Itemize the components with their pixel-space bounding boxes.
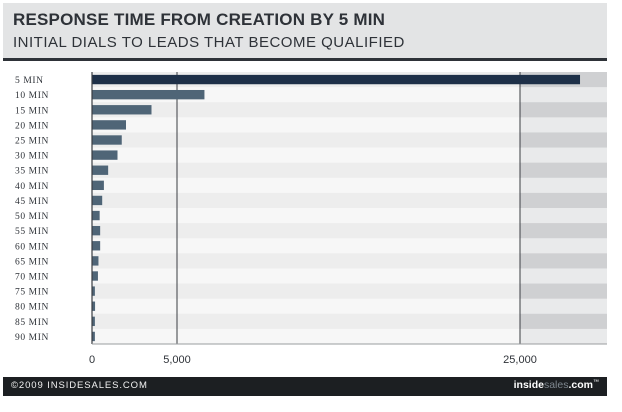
row-band bbox=[92, 177, 607, 193]
category-label: 85 MIN bbox=[15, 318, 49, 328]
category-label: 30 MIN bbox=[15, 152, 49, 162]
row-band bbox=[92, 147, 607, 163]
bar-40-min bbox=[92, 180, 104, 191]
category-label: 45 MIN bbox=[15, 197, 49, 207]
bar-75-min bbox=[92, 286, 95, 296]
row-band bbox=[92, 87, 607, 103]
category-label: 50 MIN bbox=[15, 212, 49, 222]
category-label: 65 MIN bbox=[15, 257, 49, 267]
category-label: 20 MIN bbox=[15, 121, 49, 131]
category-label: 10 MIN bbox=[15, 91, 49, 101]
row-band bbox=[92, 117, 607, 133]
chart-footer: ©2009 INSIDESALES.COM insidesales.com™ bbox=[3, 377, 607, 396]
category-label: 55 MIN bbox=[15, 227, 49, 237]
category-label: 75 MIN bbox=[15, 288, 49, 298]
bar-50-min bbox=[92, 210, 100, 221]
category-label: 90 MIN bbox=[15, 333, 49, 343]
header-divider bbox=[3, 58, 607, 61]
chart-title: RESPONSE TIME FROM CREATION BY 5 MIN bbox=[13, 10, 386, 29]
bar-30-min bbox=[92, 150, 118, 160]
x-tick-label: 0 bbox=[89, 354, 95, 366]
chart-header: RESPONSE TIME FROM CREATION BY 5 MIN INI… bbox=[3, 3, 607, 58]
bar-10-min bbox=[92, 89, 205, 100]
brand-suffix: .com bbox=[568, 379, 593, 391]
category-label: 70 MIN bbox=[15, 273, 49, 283]
trademark-mark: ™ bbox=[593, 379, 599, 386]
bar-15-min bbox=[92, 105, 152, 115]
bar-85-min bbox=[92, 316, 95, 327]
copyright-text: ©2009 INSIDESALES.COM bbox=[11, 380, 148, 391]
bar-80-min bbox=[92, 301, 96, 311]
row-band bbox=[92, 298, 607, 314]
row-band bbox=[92, 208, 607, 224]
brand-logo: insidesales.com™ bbox=[514, 379, 599, 391]
category-label: 15 MIN bbox=[15, 106, 49, 116]
category-label: 80 MIN bbox=[15, 303, 49, 313]
brand-prefix: inside bbox=[513, 379, 544, 391]
bar-chart: 5 MIN 10 MIN 15 MIN 20 MIN 25 MIN 30 MIN 35 MI… bbox=[15, 72, 607, 366]
bar-55-min bbox=[92, 225, 101, 236]
bar-60-min bbox=[92, 241, 101, 251]
row-band bbox=[92, 268, 607, 284]
bar-35-min bbox=[92, 165, 109, 175]
x-tick-label: 5,000 bbox=[163, 354, 191, 366]
category-label: 25 MIN bbox=[15, 137, 49, 147]
bar-20-min bbox=[92, 120, 126, 130]
bar-90-min bbox=[92, 331, 95, 342]
bar-25-min bbox=[92, 135, 122, 145]
row-band bbox=[92, 328, 607, 344]
category-label: 40 MIN bbox=[15, 182, 49, 192]
bar-65-min bbox=[92, 256, 99, 266]
category-label: 35 MIN bbox=[15, 167, 49, 177]
brand-accent: sales bbox=[543, 379, 569, 391]
bar-70-min bbox=[92, 271, 98, 281]
chart-subtitle: INITIAL DIALS TO LEADS THAT BECOME QUALI… bbox=[13, 34, 405, 51]
bar-45-min bbox=[92, 195, 103, 206]
category-label: 60 MIN bbox=[15, 242, 49, 252]
row-band bbox=[92, 238, 607, 254]
x-tick-label: 25,000 bbox=[503, 354, 537, 366]
category-label: 5 MIN bbox=[15, 76, 44, 86]
bar-5-min bbox=[92, 74, 581, 85]
